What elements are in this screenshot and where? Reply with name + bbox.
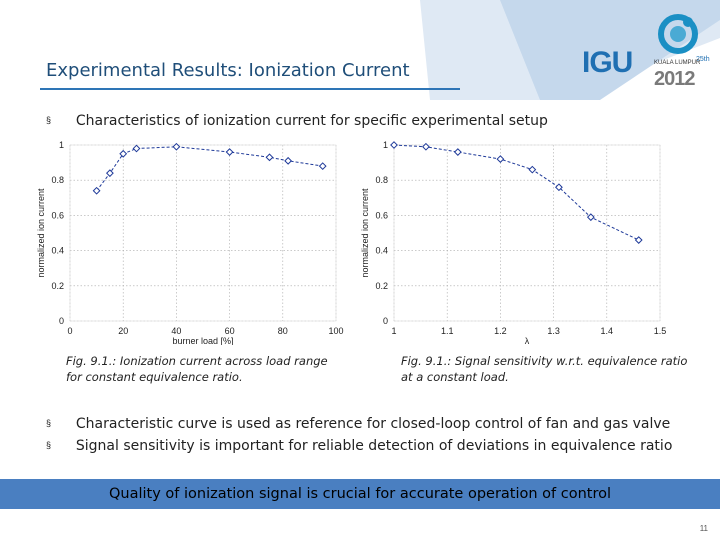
bullet-item-control: § Characteristic curve is used as refere… (46, 415, 670, 432)
caption-left: Fig. 9.1.: Ionization current across loa… (66, 353, 328, 385)
data-point (528, 165, 537, 174)
caption-right: Fig. 9.1.: Signal sensitivity w.r.t. equ… (401, 353, 687, 385)
y-axis-label: normalized ion current (36, 188, 46, 278)
x-axis-label: λ (525, 336, 530, 345)
y-tick-label: 1 (59, 140, 64, 150)
conclusion-banner-text: Quality of ionization signal is crucial … (108, 486, 612, 502)
page-number: 11 (699, 524, 708, 533)
bullet-text: Characteristics of ionization current fo… (75, 113, 548, 129)
bullet-item-top: § Characteristics of ionization current … (46, 112, 548, 129)
y-tick-label: 0.4 (51, 246, 64, 256)
series-line (96, 146, 323, 192)
wgc-edition: 25th (696, 56, 710, 63)
x-tick-label: 1.1 (441, 326, 454, 336)
caption-left-line-1: Fig. 9.1.: Ionization current across loa… (66, 354, 328, 368)
data-point (172, 142, 181, 151)
data-point (318, 162, 327, 171)
title-underline (40, 88, 460, 90)
caption-right-line-2: at a constant load. (401, 370, 509, 384)
data-point (92, 186, 101, 195)
data-point (390, 141, 398, 149)
bullet-marker: § (46, 418, 52, 428)
data-point (555, 183, 563, 192)
data-point (225, 148, 234, 156)
chart-equivalence-ratio: 0 0.2 0.4 0.6 0.8 1 1 1.1 1.2 1.3 1.4 1.5 λ normalize… (360, 140, 667, 345)
y-tick-label: 0.2 (51, 281, 64, 291)
data-point (284, 156, 293, 165)
y-tick-label: 0.6 (51, 210, 64, 220)
y-tick-label: 0 (383, 316, 388, 326)
x-tick-label: 40 (171, 326, 181, 336)
igu-logo: IGU (578, 46, 648, 92)
plot-frame (393, 144, 661, 322)
y-axis-label: normalized ion current (360, 188, 370, 278)
conclusion-banner: Quality of ionization signal is crucial … (0, 479, 720, 509)
wgc-year: 2012 (654, 68, 695, 90)
plot-frame (69, 144, 337, 322)
data-point (119, 149, 128, 158)
wgc-logo: 25th KUALA LUMPUR 2012 (654, 10, 718, 96)
y-tick-label: 0.6 (375, 210, 388, 220)
bullet-text: Signal sensitivity is important for reli… (75, 438, 673, 454)
x-axis-label: burner load [%] (172, 336, 233, 345)
chart-load-range: 0 0.2 0.4 0.6 0.8 1 0 20 40 60 80 100 burner load [%… (36, 140, 344, 345)
bullet-text: Characteristic curve is used as referenc… (75, 416, 671, 432)
series-line (393, 144, 639, 241)
x-tick-label: 20 (118, 326, 128, 336)
y-tick-label: 0 (59, 316, 64, 326)
caption-left-line-2: for constant equivalence ratio. (66, 370, 243, 384)
x-tick-label: 1.5 (654, 326, 667, 336)
x-tick-label: 100 (328, 326, 343, 336)
x-tick-label: 60 (225, 326, 235, 336)
bullet-item-sensitivity: § Signal sensitivity is important for re… (46, 437, 672, 454)
data-point (105, 169, 114, 178)
data-point (453, 148, 462, 156)
wgc-place: KUALA LUMPUR (654, 60, 701, 66)
x-tick-label: 1.3 (547, 326, 560, 336)
y-tick-label: 0.2 (375, 281, 388, 291)
page-title: Experimental Results: Ionization Current (46, 60, 410, 81)
y-tick-label: 0.4 (375, 246, 388, 256)
data-point (496, 155, 505, 163)
y-tick-label: 1 (383, 140, 388, 150)
x-tick-label: 80 (278, 326, 288, 336)
bullet-marker: § (46, 440, 52, 450)
y-tick-label: 0.8 (375, 175, 388, 185)
bullet-marker: § (46, 115, 52, 125)
data-point (422, 142, 430, 151)
y-tick-label: 0.8 (51, 175, 64, 185)
data-point (132, 144, 141, 153)
igu-logo-mark: IGU (582, 46, 633, 79)
x-tick-label: 0 (67, 326, 72, 336)
data-point (265, 153, 274, 162)
x-tick-label: 1 (391, 326, 396, 336)
caption-right-line-1: Fig. 9.1.: Signal sensitivity w.r.t. equ… (401, 354, 688, 368)
x-tick-label: 1.4 (601, 326, 614, 336)
wgc-swirl-icon (658, 14, 698, 54)
data-point (634, 236, 643, 244)
data-point (586, 213, 595, 222)
x-tick-label: 1.2 (494, 326, 507, 336)
